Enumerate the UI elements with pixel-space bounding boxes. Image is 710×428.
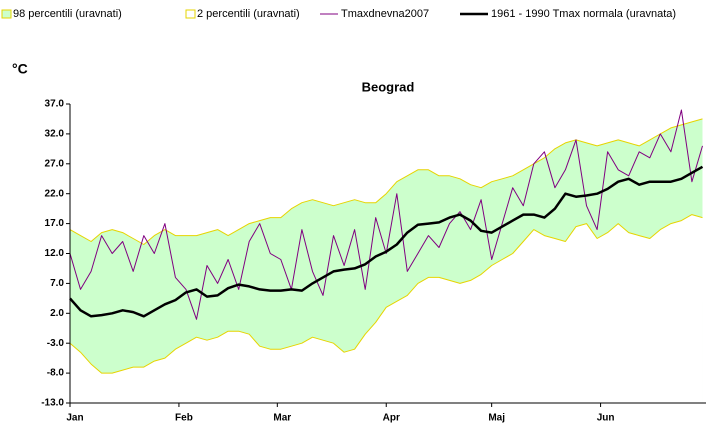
y-tick-label: 12.0 bbox=[45, 248, 65, 259]
y-axis-label: °C bbox=[12, 61, 28, 77]
legend-swatch bbox=[185, 9, 196, 19]
y-tick-label: 2.0 bbox=[50, 308, 64, 319]
line bbox=[69, 109, 703, 320]
y-tick-label: 17.0 bbox=[45, 218, 65, 229]
y-tick-label: -8.0 bbox=[47, 368, 65, 379]
x-tick-label: Mar bbox=[273, 413, 291, 424]
y-tick-label: 7.0 bbox=[50, 278, 64, 289]
legend-swatch bbox=[1, 9, 12, 19]
y-tick-label: 37.0 bbox=[45, 99, 65, 110]
x-tick-label: Apr bbox=[383, 413, 400, 424]
chart-title: Beograd bbox=[362, 79, 415, 94]
y-tick-label: -13.0 bbox=[41, 398, 64, 409]
x-tick-label: Jan bbox=[66, 413, 83, 424]
legend-label: Tmaxdnevna2007 bbox=[341, 8, 429, 20]
y-tick-label: 27.0 bbox=[45, 158, 65, 169]
area-edge bbox=[69, 118, 703, 245]
y-tick-label: -3.0 bbox=[47, 338, 65, 349]
legend-label: 98 percentili (uravnati) bbox=[13, 8, 122, 20]
line bbox=[69, 165, 704, 318]
x-tick-label: Jun bbox=[597, 413, 615, 424]
x-tick-label: Feb bbox=[175, 413, 193, 424]
x-tick-label: Maj bbox=[488, 413, 505, 424]
y-tick-label: 22.0 bbox=[45, 188, 65, 199]
area-edge bbox=[69, 214, 703, 374]
y-tick-label: 32.0 bbox=[45, 129, 65, 140]
legend-label: 2 percentili (uravnati) bbox=[197, 8, 300, 20]
legend-label: 1961 - 1990 Tmax normala (uravnata) bbox=[491, 8, 676, 20]
area bbox=[70, 214, 703, 403]
